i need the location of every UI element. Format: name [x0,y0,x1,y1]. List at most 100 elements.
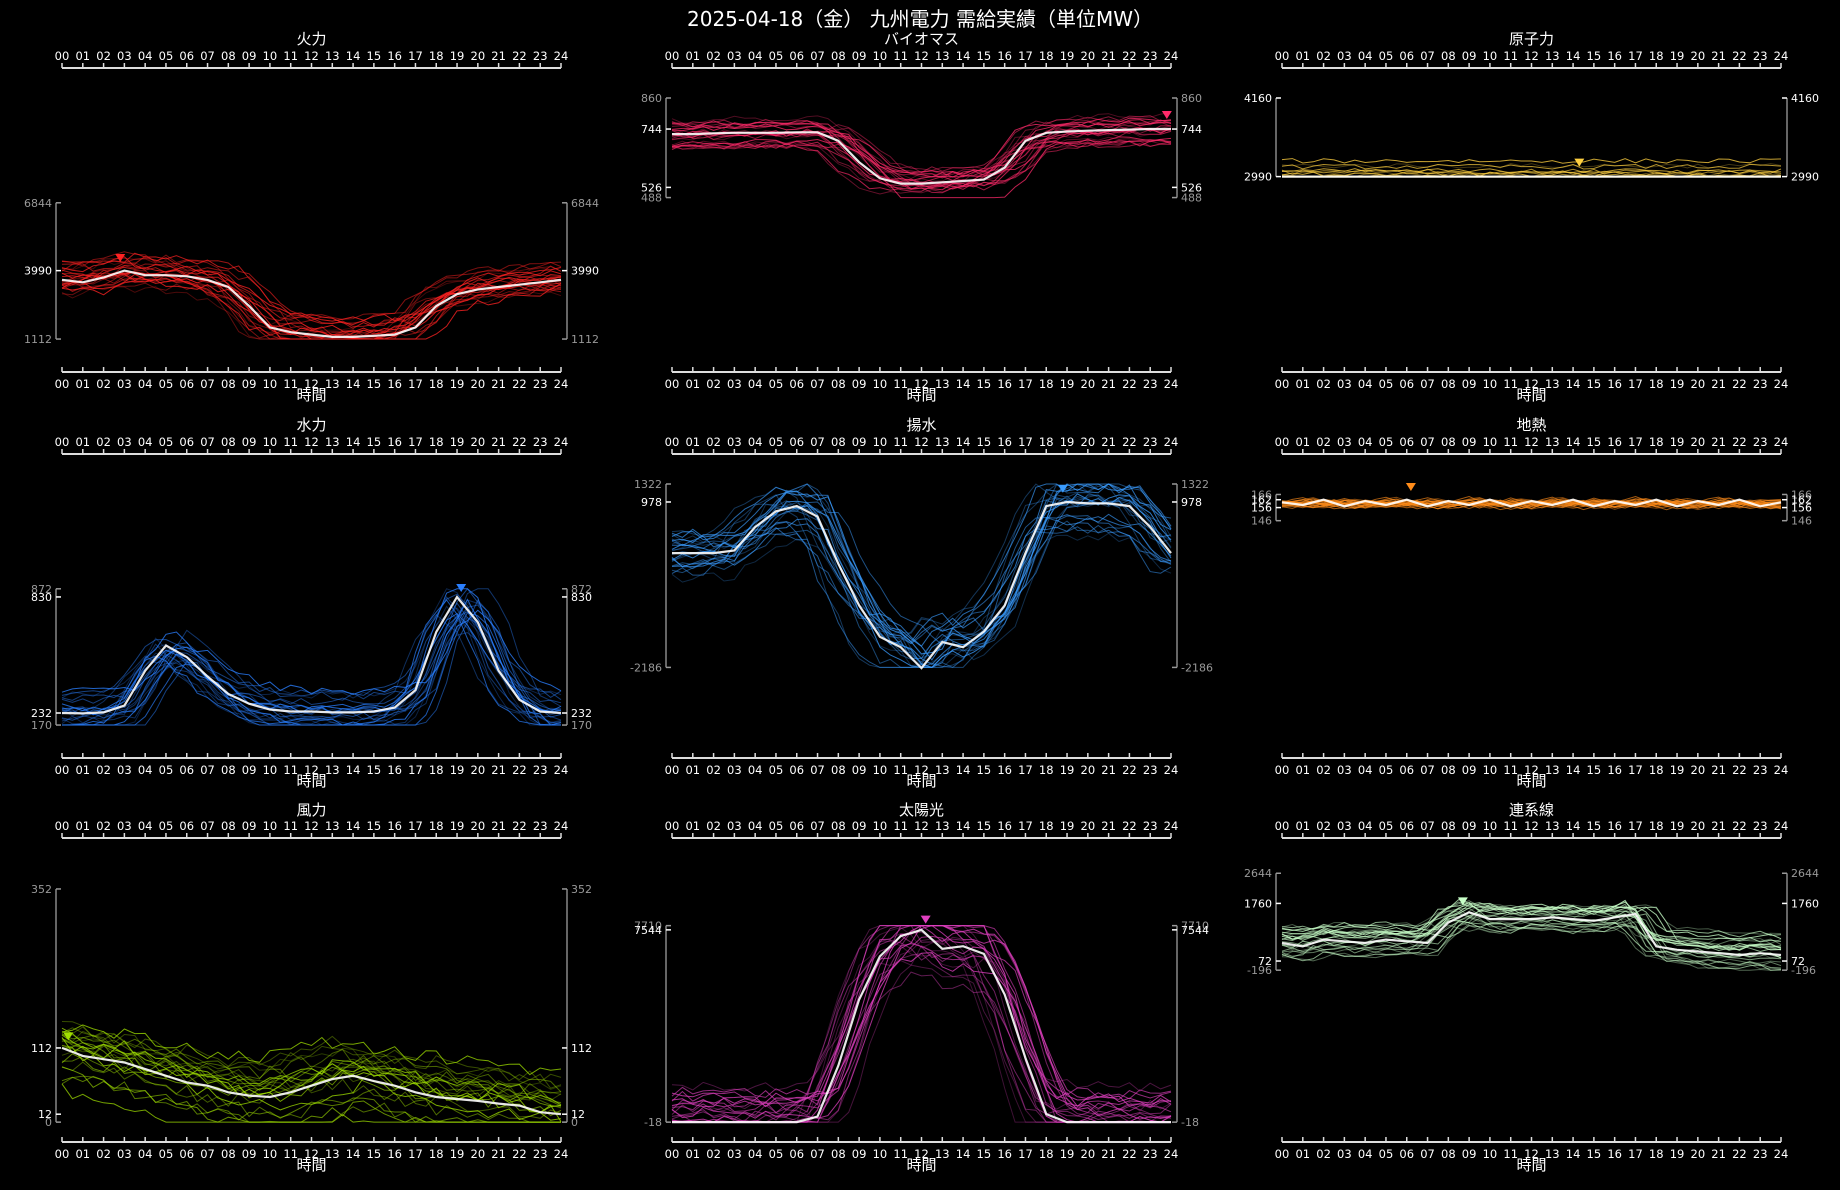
hour-tick-label: 16 [387,1147,402,1161]
chart-title: 原子力 [1509,30,1554,48]
hour-tick-label: 00 [1275,49,1290,63]
hour-tick-label: 04 [748,377,763,391]
hour-tick-label: 03 [117,1147,132,1161]
hour-tick-label: 17 [408,763,423,777]
value-tick-label: 830 [571,591,592,604]
hour-tick-label: 24 [1774,763,1789,777]
hour-tick-label: 12 [304,1147,319,1161]
hour-tick-label: 17 [1628,1147,1643,1161]
hour-tick-label: 04 [748,819,763,833]
history-line [672,925,1171,1123]
hour-tick-label: 03 [1337,435,1352,449]
hour-tick-label: 10 [263,1147,278,1161]
history-line [61,613,562,716]
history-line [61,1083,561,1123]
hour-tick-label: 02 [96,763,111,777]
hour-tick-label: 11 [1503,1147,1518,1161]
history-line [62,599,561,726]
value-tick-label: 1322 [634,478,662,491]
value-tick-label: 1322 [1181,478,1209,491]
history-line [671,520,1172,666]
hour-tick-label: 18 [1039,435,1054,449]
value-tick-label: 2990 [1244,171,1272,184]
value-tick-label: 978 [641,496,662,509]
hour-tick-label: 20 [1081,435,1096,449]
hour-tick-label: 18 [1039,49,1054,63]
top-time-axis: 00 01 02 03 04 05 06 07 08 09 10 11 12 13 14 15 16 17 18 19… [1275,819,1788,839]
hour-tick-label: 10 [263,49,278,63]
value-tick-label: 526 [1181,181,1202,194]
hour-tick-label: 24 [1164,1147,1179,1161]
chart-title: 地熱 [1516,416,1546,434]
hour-tick-label: 09 [242,49,257,63]
top-time-axis: 00 01 02 03 04 05 06 07 08 09 10 11 12 13 14 15 16 17 18 19… [55,819,568,839]
value-tick-label: -2186 [1181,661,1213,674]
history-line [1281,499,1782,510]
history-line [671,524,1172,645]
hour-tick-label: 14 [1566,377,1581,391]
peak-marker [920,915,931,924]
hour-tick-label: 08 [831,763,846,777]
hour-tick-label: 17 [1628,819,1643,833]
hour-tick-label: 08 [221,1147,236,1161]
history-line [61,605,562,726]
peak-marker [63,1032,74,1041]
hour-tick-label: 22 [1122,819,1137,833]
top-time-axis: 00 01 02 03 04 05 06 07 08 09 10 11 12 13 14 15 16 17 18 19… [1275,435,1788,455]
hour-tick-label: 16 [387,819,402,833]
history-line [61,607,562,699]
hour-tick-label: 01 [685,819,700,833]
hour-tick-label: 24 [554,1147,569,1161]
hour-tick-label: 21 [1101,819,1116,833]
hour-tick-label: 12 [914,435,929,449]
x-axis-label: 時間 [296,772,326,790]
x-axis-label: 時間 [1516,386,1546,404]
hour-tick-label: 15 [367,763,382,777]
hour-tick-label: 18 [1649,819,1664,833]
hour-tick-label: 08 [1441,377,1456,391]
hour-tick-label: 08 [221,763,236,777]
hour-tick-label: 00 [1275,435,1290,449]
hour-tick-label: 20 [1081,49,1096,63]
hour-tick-label: 10 [873,1147,888,1161]
hour-tick-label: 21 [491,819,506,833]
history-line [1281,904,1782,951]
hour-tick-label: 15 [367,435,382,449]
hour-tick-label: 03 [117,435,132,449]
value-tick-label: 3990 [24,265,52,278]
hour-tick-label: 01 [1295,1147,1310,1161]
history-line [671,497,1172,668]
hour-tick-label: 07 [1420,819,1435,833]
history-line [671,483,1172,642]
hour-tick-label: 18 [429,1147,444,1161]
history-line [61,1034,562,1106]
hour-tick-label: 03 [727,819,742,833]
hour-tick-label: 07 [200,435,215,449]
hour-tick-label: 24 [1164,819,1179,833]
hour-tick-label: 11 [283,49,298,63]
hour-tick-label: 06 [789,1147,804,1161]
history-line [61,1033,562,1093]
hour-tick-label: 15 [367,1147,382,1161]
hour-tick-label: 21 [1711,377,1726,391]
value-tick-label: 1760 [1244,897,1272,910]
history-line [61,1075,561,1123]
hour-tick-label: 12 [914,819,929,833]
hour-tick-label: 16 [997,1147,1012,1161]
hour-tick-label: 04 [1358,819,1373,833]
hour-tick-label: 02 [706,49,721,63]
history-line [61,1034,562,1090]
history-line [671,513,1172,666]
hour-tick-label: 04 [748,49,763,63]
hour-tick-label: 19 [1670,49,1685,63]
hour-tick-label: 05 [159,377,174,391]
bottom-time-axis: 00 01 02 03 04 05 06 07 08 09 10 11 12 13 14 15 16 17 18 19… [665,1137,1179,1161]
hour-tick-label: 01 [685,377,700,391]
hour-tick-label: 12 [914,377,929,391]
chart-title: 揚水 [906,416,936,434]
series-line [672,500,1172,670]
hour-tick-label: 04 [138,435,153,449]
hour-tick-label: 18 [1649,49,1664,63]
history-line [1281,158,1782,164]
